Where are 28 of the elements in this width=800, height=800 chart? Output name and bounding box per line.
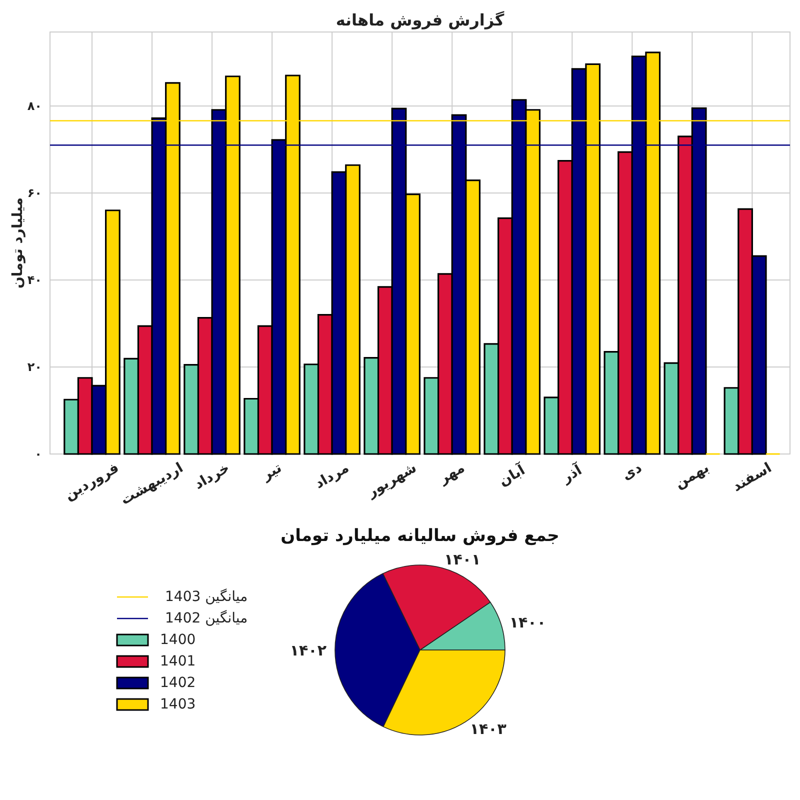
chart-title: گزارش فروش ماهانه xyxy=(336,10,505,30)
slice-label: ۱۴۰۱ xyxy=(444,550,481,569)
y-tick-label: ۸۰ xyxy=(27,98,42,113)
legend-label: 1401 xyxy=(160,654,196,670)
x-tick-label: دی xyxy=(619,460,645,484)
y-tick-label: ۰ xyxy=(34,447,42,461)
slice-label: ۱۴۰۳ xyxy=(470,720,506,738)
slice-label: ۱۴۰۲ xyxy=(290,641,326,660)
legend-label: 1402 xyxy=(160,675,196,691)
x-tick-label: تیر xyxy=(258,460,285,484)
x-tick-label: اسفند xyxy=(730,460,775,496)
y-tick-label: ۲۰ xyxy=(27,360,42,374)
y-tick-label: ۴۰ xyxy=(27,272,42,287)
y-axis-title: میلیارد تومان xyxy=(10,197,26,289)
x-tick-label: مهر xyxy=(436,460,468,488)
x-tick-label: شهریور xyxy=(364,460,420,502)
legend-label: 1403 xyxy=(160,696,196,712)
legend-label: میانگین 1403 xyxy=(165,588,248,605)
slice-label: ۱۴۰۰ xyxy=(509,614,546,632)
x-tick-label: مرداد xyxy=(312,460,352,492)
legend-label: 1400 xyxy=(160,632,196,648)
x-tick-label: آذر xyxy=(558,460,586,487)
x-tick-label: بهمن xyxy=(672,460,712,492)
chart-title: جمع فروش سالیانه میلیارد تومان xyxy=(280,526,560,546)
x-tick-label: آبان xyxy=(495,460,529,490)
y-tick-label: ۶۰ xyxy=(27,186,42,200)
legend-label: میانگین 1402 xyxy=(165,610,248,626)
x-tick-label: خرداد xyxy=(192,460,232,493)
